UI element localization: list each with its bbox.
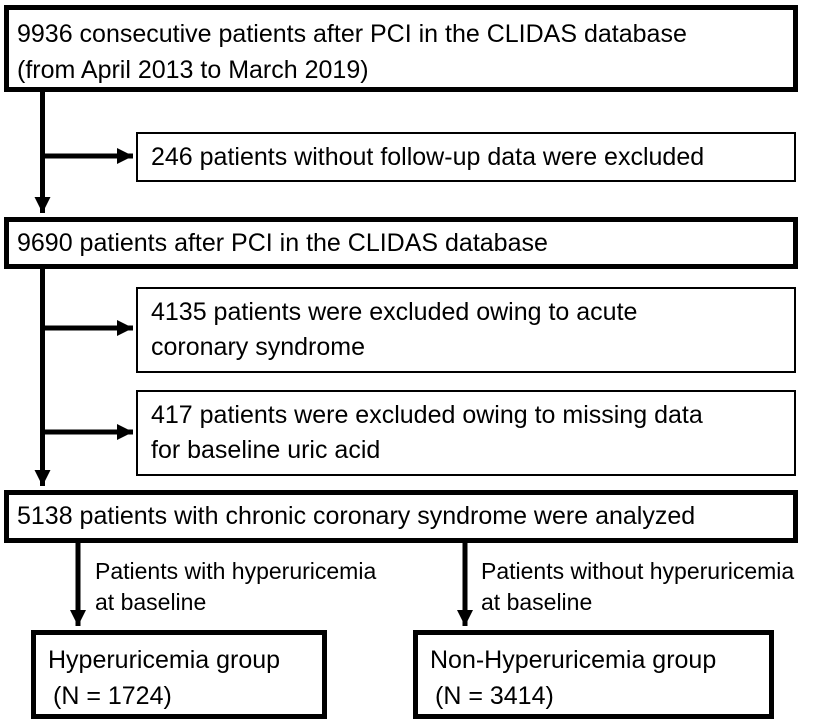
box-excluded-acs: 4135 patients were excluded owing to acu… xyxy=(136,287,796,373)
box-non-hyperuricemia-group-name: Non-Hyperuricemia group xyxy=(430,646,717,674)
box-analyzed-text: 5138 patients with chronic coronary synd… xyxy=(17,502,696,530)
box-initial-line2: (from April 2013 to March 2019) xyxy=(17,56,369,84)
branch-label-with-line1: Patients with hyperuricemia xyxy=(95,558,377,584)
box-excluded-uric-acid-line1: 417 patients were excluded owing to miss… xyxy=(151,401,703,429)
branch-label-without-line2: at baseline xyxy=(481,589,593,615)
branch-label-without-hyperuricemia: Patients without hyperuricemia at baseli… xyxy=(481,556,794,618)
branch-label-with-hyperuricemia: Patients with hyperuricemia at baseline xyxy=(95,556,376,618)
box-initial-line1: 9936 consecutive patients after PCI in t… xyxy=(17,20,687,48)
box-analyzed-cohort: 5138 patients with chronic coronary synd… xyxy=(4,490,798,543)
box-after-pci: 9690 patients after PCI in the CLIDAS da… xyxy=(4,217,798,269)
box-excluded-acs-line1: 4135 patients were excluded owing to acu… xyxy=(151,298,638,326)
box-non-hyperuricemia-group-n: (N = 3414) xyxy=(435,682,554,710)
box-initial-cohort: 9936 consecutive patients after PCI in t… xyxy=(4,5,798,92)
box-non-hyperuricemia-group: Non-Hyperuricemia group (N = 3414) xyxy=(413,630,774,719)
branch-label-with-line2: at baseline xyxy=(95,589,207,615)
box-hyperuricemia-group-name: Hyperuricemia group xyxy=(48,646,281,674)
box-hyperuricemia-group: Hyperuricemia group (N = 1724) xyxy=(31,630,327,719)
box-after-pci-text: 9690 patients after PCI in the CLIDAS da… xyxy=(17,228,548,257)
box-excluded-uric-acid: 417 patients were excluded owing to miss… xyxy=(136,390,796,476)
box-excluded-acs-line2: coronary syndrome xyxy=(151,333,365,361)
branch-label-without-line1: Patients without hyperuricemia xyxy=(481,558,795,584)
box-excluded-followup-text: 246 patients without follow-up data were… xyxy=(151,142,705,171)
box-hyperuricemia-group-n: (N = 1724) xyxy=(53,682,172,710)
box-excluded-followup: 246 patients without follow-up data were… xyxy=(136,132,796,182)
box-excluded-uric-acid-line2: for baseline uric acid xyxy=(151,436,381,464)
